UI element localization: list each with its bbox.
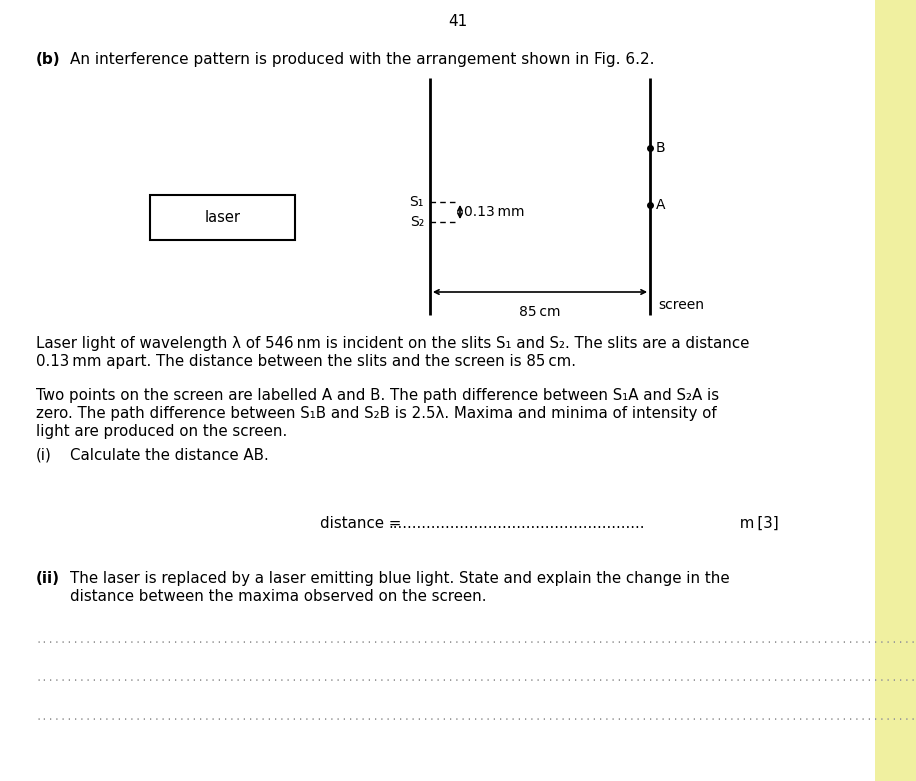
Text: S₂: S₂ [409, 215, 424, 229]
Bar [150, 195, 295, 240]
Text: 0.13 mm apart. The distance between the slits and the screen is 85 cm.: 0.13 mm apart. The distance between the … [36, 354, 576, 369]
Text: (b): (b) [36, 52, 60, 67]
Text: The laser is replaced by a laser emitting blue light. State and explain the chan: The laser is replaced by a laser emittin… [70, 571, 730, 586]
Text: B: B [656, 141, 666, 155]
Text: ................................................................................: ........................................… [36, 711, 916, 721]
Text: ......................................................: ........................................… [388, 516, 645, 531]
Text: An interference pattern is produced with the arrangement shown in Fig. 6.2.: An interference pattern is produced with… [70, 52, 655, 67]
Text: light are produced on the screen.: light are produced on the screen. [36, 424, 288, 439]
Text: A: A [656, 198, 666, 212]
Text: 0.13 mm: 0.13 mm [464, 205, 525, 219]
Text: distance =: distance = [320, 516, 406, 531]
Text: Laser light of wavelength λ of 546 nm is incident on the slits S₁ and S₂. The sl: Laser light of wavelength λ of 546 nm is… [36, 336, 749, 351]
Text: 85 cm: 85 cm [519, 305, 561, 319]
Text: ................................................................................: ........................................… [36, 635, 916, 645]
Text: Two points on the screen are labelled A and B. The path difference between S₁A a: Two points on the screen are labelled A … [36, 388, 719, 403]
Text: (ii): (ii) [36, 571, 60, 586]
Text: laser: laser [204, 210, 241, 225]
Text: ................................................................................: ........................................… [36, 673, 916, 683]
Text: m [3]: m [3] [735, 516, 779, 531]
Text: zero. The path difference between S₁B and S₂B is 2.5λ. Maxima and minima of inte: zero. The path difference between S₁B an… [36, 406, 716, 421]
Text: 41: 41 [448, 14, 468, 29]
Text: distance between the maxima observed on the screen.: distance between the maxima observed on … [70, 589, 486, 604]
Bar [875, 0, 916, 781]
Text: screen: screen [658, 298, 704, 312]
Text: (i): (i) [36, 448, 52, 463]
Text: Calculate the distance AB.: Calculate the distance AB. [70, 448, 268, 463]
Text: S₁: S₁ [409, 195, 424, 209]
